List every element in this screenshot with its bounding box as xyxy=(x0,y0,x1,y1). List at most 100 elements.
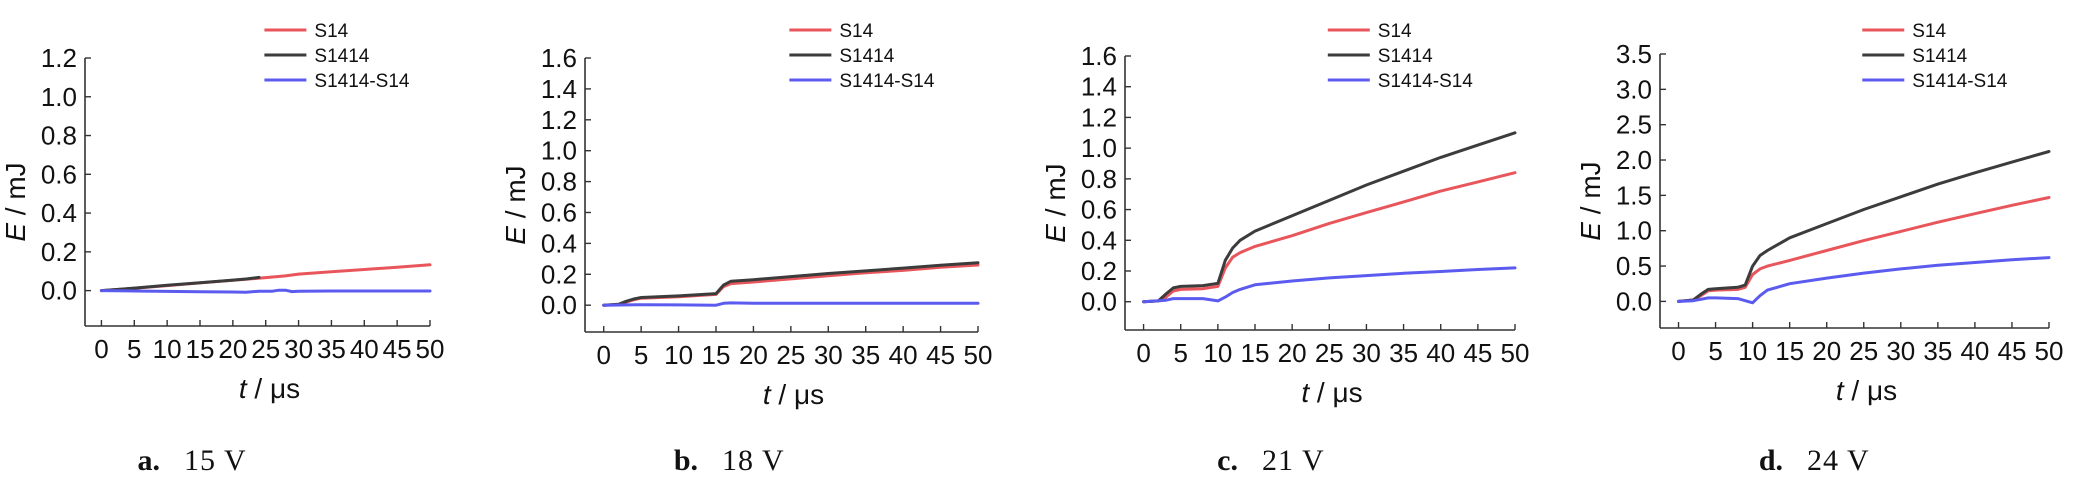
legend-label: S1414 xyxy=(1912,46,1967,67)
legend-label: S1414-S14 xyxy=(1378,71,1474,92)
x-tick-label: 0 xyxy=(1136,338,1150,368)
x-tick-label: 45 xyxy=(1463,338,1492,368)
panel-caption-letter: c. xyxy=(1217,444,1238,477)
y-tick-label: 2.0 xyxy=(1616,145,1652,175)
x-tick-label: 15 xyxy=(702,340,731,370)
y-axis-separator: / xyxy=(1040,201,1071,224)
y-axis-unit: mJ xyxy=(500,165,531,202)
y-tick-label: 0.0 xyxy=(541,290,577,320)
x-tick-label: 20 xyxy=(1812,336,1841,366)
y-tick-label: 1.0 xyxy=(1616,216,1652,246)
x-tick-label: 10 xyxy=(664,340,693,370)
series-line-s1414-s14 xyxy=(1677,256,2051,305)
panel-caption-voltage: 21 V xyxy=(1262,444,1325,477)
x-tick-label: 40 xyxy=(1426,338,1455,368)
series-line-s1414-s14 xyxy=(99,288,432,294)
panel-caption-letter: b. xyxy=(674,444,698,477)
y-axis-label: E / mJ xyxy=(1575,161,1606,240)
x-tick-label: 0 xyxy=(596,340,610,370)
x-axis-unit: μs xyxy=(270,373,300,404)
y-tick-label: 1.4 xyxy=(1081,72,1117,102)
y-tick-label: 0.0 xyxy=(1081,287,1117,317)
x-tick-label: 50 xyxy=(964,340,993,370)
series-line-s1414 xyxy=(1677,150,2051,303)
x-tick-label: 30 xyxy=(814,340,843,370)
x-tick-label: 5 xyxy=(1708,336,1722,366)
x-tick-label: 35 xyxy=(851,340,880,370)
legend-label: S1414-S14 xyxy=(314,71,410,92)
y-tick-label: 0.8 xyxy=(41,121,77,151)
x-axis-label: t / μs xyxy=(1301,377,1362,408)
y-tick-label: 0.2 xyxy=(41,237,77,267)
x-tick-label: 35 xyxy=(1923,336,1952,366)
series-line-s1414-s14 xyxy=(1142,266,1517,304)
x-tick-label: 45 xyxy=(926,340,955,370)
series-line-s1414 xyxy=(99,275,261,293)
x-tick-label: 5 xyxy=(1173,338,1187,368)
chart-panel-4: 0.0 0.5 1.0 1.5 2.0 2.5 3.0 3.5 0 5 10 15 20 25 30 35 40… xyxy=(1575,21,2063,477)
y-tick-label: 1.0 xyxy=(41,82,77,112)
y-axis-variable: E xyxy=(500,226,531,245)
y-tick-label: 0.8 xyxy=(541,167,577,197)
x-axis-separator: / xyxy=(247,373,270,404)
panel-caption-voltage: 15 V xyxy=(184,444,247,477)
panel-caption-letter: a. xyxy=(138,444,161,477)
x-axis-label: t / μs xyxy=(1836,375,1897,406)
x-tick-label: 25 xyxy=(1315,338,1344,368)
y-axis-variable: E xyxy=(1040,224,1071,243)
x-tick-label: 40 xyxy=(1960,336,1989,366)
panel-caption-letter: d. xyxy=(1759,444,1783,477)
series-line-s1414-s14 xyxy=(602,301,980,307)
y-tick-label: 0.6 xyxy=(541,197,577,227)
x-tick-label: 35 xyxy=(317,334,346,364)
x-axis-unit: μs xyxy=(794,379,824,410)
x-tick-label: 45 xyxy=(1997,336,2026,366)
y-axis-unit: mJ xyxy=(1575,161,1606,198)
y-tick-label: 1.2 xyxy=(541,105,577,135)
y-tick-label: 1.4 xyxy=(541,74,577,104)
x-tick-label: 15 xyxy=(1241,338,1270,368)
y-axis-label: E / mJ xyxy=(1040,163,1071,242)
x-tick-label: 15 xyxy=(1775,336,1804,366)
x-tick-label: 25 xyxy=(251,334,280,364)
y-tick-label: 0.4 xyxy=(41,198,77,228)
y-axis-unit: mJ xyxy=(0,162,31,199)
y-tick-label: 0.4 xyxy=(541,228,577,258)
y-tick-label: 1.2 xyxy=(1081,102,1117,132)
legend-label: S1414-S14 xyxy=(1912,71,2008,92)
y-tick-label: 0.5 xyxy=(1616,251,1652,281)
x-tick-label: 50 xyxy=(416,334,445,364)
y-axis-unit: mJ xyxy=(1040,163,1071,200)
y-tick-label: 0.0 xyxy=(41,276,77,306)
legend-label: S14 xyxy=(839,21,873,42)
x-tick-label: 30 xyxy=(1352,338,1381,368)
y-tick-label: 0.6 xyxy=(41,159,77,189)
x-axis-separator: / xyxy=(1309,377,1332,408)
y-tick-label: 0.6 xyxy=(1081,195,1117,225)
series-line-s1414 xyxy=(602,261,980,307)
x-tick-label: 0 xyxy=(1671,336,1685,366)
chart-panel-3: 0.00.20.40.60.81.01.21.41.6 0 5 10 15 20 25 30 3… xyxy=(1040,21,1529,477)
y-tick-label: 0.8 xyxy=(1081,164,1117,194)
x-tick-label: 20 xyxy=(1278,338,1307,368)
x-tick-label: 20 xyxy=(218,334,247,364)
x-axis-label: t / μs xyxy=(239,373,300,404)
legend-label: S1414 xyxy=(314,46,369,67)
x-axis-label: t / μs xyxy=(763,379,824,410)
y-tick-label: 1.0 xyxy=(1081,133,1117,163)
y-axis-label: E / mJ xyxy=(0,162,31,241)
x-tick-label: 30 xyxy=(1886,336,1915,366)
x-tick-label: 25 xyxy=(776,340,805,370)
x-tick-label: 40 xyxy=(889,340,918,370)
x-tick-label: 0 xyxy=(94,334,108,364)
x-tick-label: 45 xyxy=(383,334,412,364)
series-line-s14 xyxy=(1142,171,1517,304)
y-tick-label: 1.2 xyxy=(41,43,77,73)
y-tick-label: 1.0 xyxy=(541,136,577,166)
legend-label: S14 xyxy=(1378,21,1412,42)
legend-label: S1414 xyxy=(1378,46,1433,67)
x-axis-variable: t xyxy=(763,379,772,410)
y-tick-label: 1.6 xyxy=(541,43,577,73)
y-axis-separator: / xyxy=(1575,199,1606,222)
